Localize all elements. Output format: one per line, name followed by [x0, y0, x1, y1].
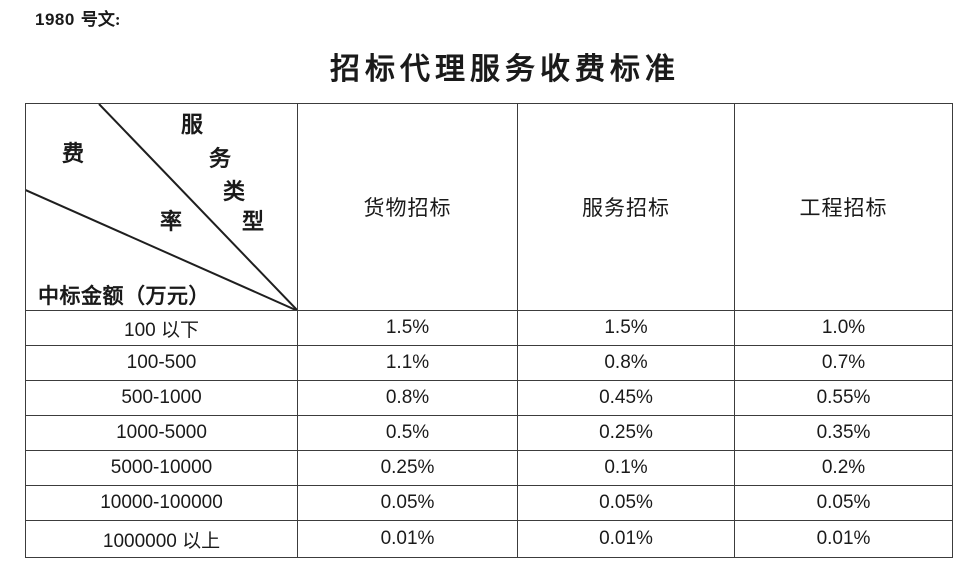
amount-range-cell: 1000000 以上	[25, 520, 298, 558]
rate-cell: 1.5%	[297, 310, 518, 346]
amount-range-cell: 100-500	[25, 345, 298, 381]
rate-cell: 0.05%	[734, 485, 953, 521]
amount-range-cell: 5000-10000	[25, 450, 298, 486]
amount-range-cell: 10000-100000	[25, 485, 298, 521]
corner-type-char-4: 型	[242, 209, 265, 234]
column-header-engineering: 工程招标	[734, 103, 953, 311]
corner-amount-label: 中标金额（万元）	[38, 284, 210, 308]
rate-cell: 0.05%	[517, 485, 735, 521]
rate-cell: 0.7%	[734, 345, 953, 381]
amount-range-cell: 100 以下	[25, 310, 298, 346]
rate-cell: 0.05%	[297, 485, 518, 521]
rate-cell: 0.1%	[517, 450, 735, 486]
rate-cell: 0.01%	[517, 520, 735, 558]
rate-cell: 0.8%	[297, 380, 518, 416]
corner-type-char-1: 服	[181, 112, 204, 137]
rate-cell: 1.1%	[297, 345, 518, 381]
rate-cell: 0.8%	[517, 345, 735, 381]
corner-rate-char-1: 费	[62, 141, 85, 166]
rate-cell: 0.01%	[297, 520, 518, 558]
table-row: 100-500 1.1% 0.8% 0.7%	[25, 345, 953, 381]
rate-cell: 0.55%	[734, 380, 953, 416]
rate-cell: 0.25%	[517, 415, 735, 451]
table-row: 1000-5000 0.5% 0.25% 0.35%	[25, 415, 953, 451]
table-row: 10000-100000 0.05% 0.05% 0.05%	[25, 485, 953, 521]
rate-cell: 0.2%	[734, 450, 953, 486]
column-header-services: 服务招标	[517, 103, 735, 311]
corner-type-char-3: 类	[223, 179, 246, 204]
rate-cell: 0.5%	[297, 415, 518, 451]
diagonal-corner-cell: 费 服 务 类 率 型 中标金额（万元）	[25, 103, 298, 311]
column-header-goods: 货物招标	[297, 103, 518, 311]
corner-type-char-2: 务	[209, 146, 232, 171]
rate-cell: 1.5%	[517, 310, 735, 346]
rate-cell: 0.25%	[297, 450, 518, 486]
doc-reference-number: 1980	[35, 10, 75, 29]
doc-reference: 1980 号文:	[35, 5, 121, 30]
header-row: 费 服 务 类 率 型 中标金额（万元） 货物招标 服务招标 工程招标	[25, 103, 953, 311]
table-row: 500-1000 0.8% 0.45% 0.55%	[25, 380, 953, 416]
rate-cell: 1.0%	[734, 310, 953, 346]
doc-reference-suffix: 号文:	[80, 10, 121, 29]
table-row: 1000000 以上 0.01% 0.01% 0.01%	[25, 520, 953, 558]
rate-cell: 0.35%	[734, 415, 953, 451]
rate-cell: 0.45%	[517, 380, 735, 416]
table-row: 5000-10000 0.25% 0.1% 0.2%	[25, 450, 953, 486]
table-row: 100 以下 1.5% 1.5% 1.0%	[25, 310, 953, 346]
amount-range-cell: 1000-5000	[25, 415, 298, 451]
rate-cell: 0.01%	[734, 520, 953, 558]
corner-rate-char-2: 率	[160, 209, 183, 234]
diagonal-divider-lines	[26, 104, 297, 310]
amount-range-cell: 500-1000	[25, 380, 298, 416]
fee-standard-table: 费 服 务 类 率 型 中标金额（万元） 货物招标 服务招标 工程招标 100 …	[25, 103, 953, 558]
page-title: 招标代理服务收费标准	[330, 53, 680, 86]
